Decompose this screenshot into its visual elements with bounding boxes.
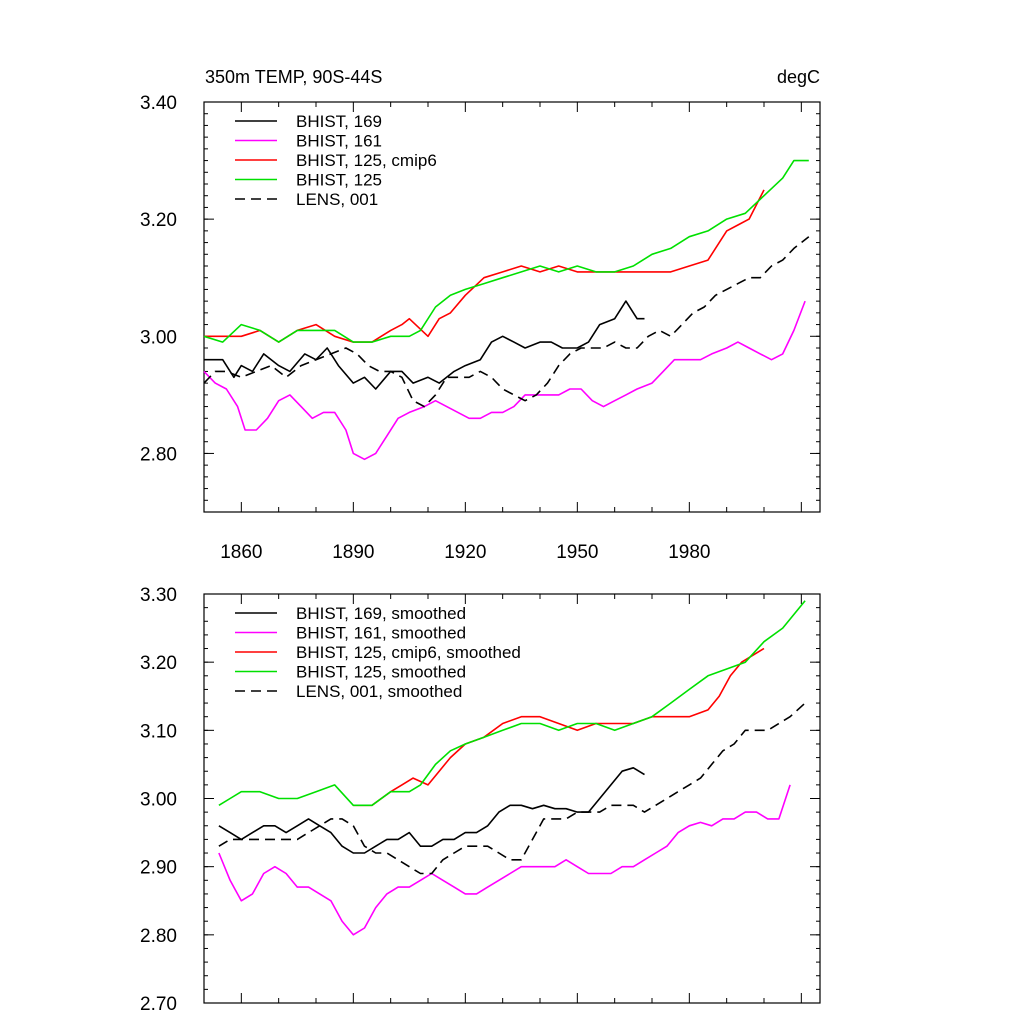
legend-label: LENS, 001, smoothed — [296, 682, 462, 701]
legend-label: BHIST, 161, smoothed — [296, 624, 466, 643]
legend-label: BHIST, 125, smoothed — [296, 663, 466, 682]
y-tick-label: 3.20 — [140, 210, 177, 231]
series-line-bhist-169 — [204, 300, 645, 390]
plot-bottom: 2.70 2.80 2.90 3.00 3.10 3.20 3.30 BHIST, 169, … — [140, 585, 821, 1015]
legend-label: BHIST, 125, cmip6 — [296, 151, 437, 170]
series-line-bhist-125-smoothed — [218, 600, 806, 807]
series-line-lens-001 — [203, 236, 810, 408]
x-tick-label: 1980 — [668, 542, 710, 563]
series-line-bhist-125 — [203, 159, 809, 343]
series-line-lens-001-smoothed — [218, 702, 806, 875]
series-line-bhist-161 — [203, 300, 806, 461]
x-tick-label: 1920 — [444, 542, 486, 563]
legend-label: BHIST, 169 — [296, 112, 382, 131]
chart-title: 350m TEMP, 90S-44S — [205, 67, 382, 87]
y-tick-label: 2.80 — [140, 444, 177, 465]
legend-label: BHIST, 125, cmip6, smoothed — [296, 643, 521, 662]
x-tick-label: 1950 — [556, 542, 598, 563]
plot-top: 350m TEMP, 90S-44S degC 2.80 3.00 3.20 3.40… — [140, 67, 821, 563]
y-tick-label: 2.90 — [140, 858, 177, 879]
legend-label: BHIST, 161 — [296, 132, 382, 151]
legend-label: BHIST, 125 — [296, 171, 382, 190]
series-line-bhist-125-cmip6 — [204, 189, 765, 343]
plot-frame — [203, 101, 821, 513]
y-tick-label: 3.10 — [140, 721, 177, 742]
y-tick-label: 3.20 — [140, 653, 177, 674]
units-label: degC — [777, 67, 820, 87]
y-tick-label: 3.00 — [140, 327, 177, 348]
legend-label: BHIST, 169, smoothed — [296, 604, 466, 623]
y-tick-label: 3.00 — [140, 790, 177, 811]
y-tick-label: 2.70 — [140, 994, 177, 1015]
series-line-bhist-161-smoothed — [218, 784, 791, 936]
x-tick-label: 1860 — [220, 542, 262, 563]
y-tick-label: 3.30 — [140, 585, 177, 606]
series-line-bhist-169-smoothed — [218, 766, 645, 854]
y-tick-label: 2.80 — [140, 926, 177, 947]
series-line-bhist-125-cmip6-smoothed — [353, 647, 765, 807]
y-tick-label: 3.40 — [140, 93, 177, 114]
x-tick-label: 1890 — [332, 542, 374, 563]
legend-label: LENS, 001 — [296, 190, 378, 209]
